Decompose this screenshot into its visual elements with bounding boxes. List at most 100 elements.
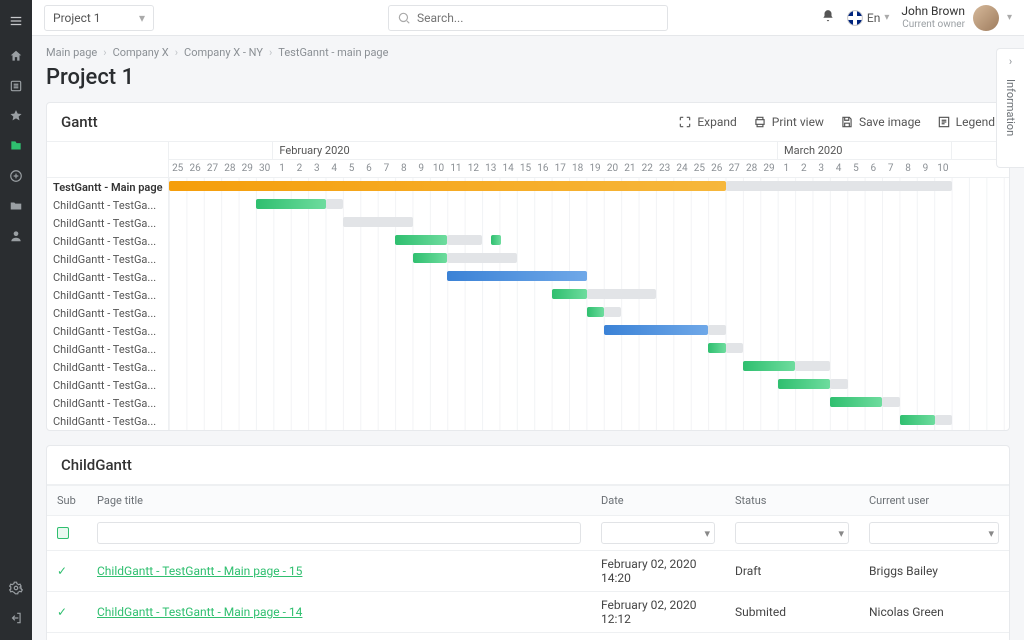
row-title-link[interactable]: ChildGantt - TestGantt - Main page - 15 <box>97 564 302 578</box>
gantt-bar[interactable] <box>447 253 517 263</box>
row-date: February 01, 2020 17:33 <box>591 633 725 640</box>
gantt-row-label[interactable]: ChildGantt - TestGa... <box>47 412 168 430</box>
gantt-row-label[interactable]: ChildGantt - TestGa... <box>47 340 168 358</box>
gantt-day-header: 4 <box>830 160 847 177</box>
gantt-row <box>169 268 1009 286</box>
gantt-row-label[interactable]: ChildGantt - TestGa... <box>47 250 168 268</box>
filter-title-input[interactable] <box>97 522 581 544</box>
gantt-bar[interactable] <box>935 415 952 425</box>
user-menu[interactable]: John Brown Current owner ▾ <box>901 5 1012 31</box>
gantt-timeline[interactable]: February 2020March 2020 2526272829301234… <box>169 142 1009 430</box>
col-status[interactable]: Status <box>725 486 859 515</box>
gantt-day-header: 30 <box>256 160 273 177</box>
gantt-bar[interactable] <box>726 343 743 353</box>
gantt-bar[interactable] <box>726 181 952 191</box>
gantt-bar[interactable] <box>169 181 726 191</box>
gantt-row-label[interactable]: ChildGantt - TestGa... <box>47 286 168 304</box>
nav-user-icon[interactable] <box>0 222 32 250</box>
nav-settings-icon[interactable] <box>0 574 32 602</box>
project-selector[interactable]: Project 1 ▾ <box>44 5 154 31</box>
breadcrumb-item[interactable]: TestGannt - main page <box>278 46 388 59</box>
gantt-bar[interactable] <box>256 199 326 209</box>
gantt-row-label[interactable]: ChildGantt - TestGa... <box>47 376 168 394</box>
gantt-month-header: February 2020 <box>273 142 778 159</box>
gantt-day-header: 5 <box>847 160 864 177</box>
search-input[interactable] <box>417 11 659 25</box>
page-title: Project 1 <box>46 65 1010 90</box>
gantt-row-label[interactable]: ChildGantt - TestGa... <box>47 232 168 250</box>
save-image-button[interactable]: Save image <box>840 115 921 129</box>
gantt-bar[interactable] <box>587 307 604 317</box>
menu-toggle-icon[interactable] <box>0 6 32 36</box>
gantt-bar[interactable] <box>343 217 413 227</box>
gantt-row-label[interactable]: ChildGantt - TestGa... <box>47 268 168 286</box>
gantt-row-label[interactable]: ChildGantt - TestGa... <box>47 214 168 232</box>
filter-user-select[interactable]: ▾ <box>869 522 999 544</box>
gantt-bar[interactable] <box>326 199 343 209</box>
gantt-bar[interactable] <box>708 325 725 335</box>
chevron-right-icon: › <box>1009 55 1012 68</box>
gantt-day-header: 2 <box>291 160 308 177</box>
gantt-bar[interactable] <box>900 415 935 425</box>
gantt-bar[interactable] <box>795 361 830 371</box>
filter-date-select[interactable]: ▾ <box>601 522 715 544</box>
gantt-bar[interactable] <box>882 397 899 407</box>
legend-button[interactable]: Legend <box>937 115 995 129</box>
gantt-row-label[interactable]: ChildGantt - TestGa... <box>47 322 168 340</box>
gantt-bar[interactable] <box>395 235 447 245</box>
gantt-bar[interactable] <box>587 289 657 299</box>
gantt-row <box>169 232 1009 250</box>
gantt-day-header: 10 <box>934 160 951 177</box>
search-box[interactable] <box>388 5 668 31</box>
breadcrumb-item[interactable]: Company X <box>113 46 169 59</box>
nav-project-icon[interactable] <box>0 132 32 160</box>
table-row: ✓ChildGantt - TestGantt - Main page - 14… <box>47 592 1009 633</box>
gantt-row-label[interactable]: TestGantt - Main page <box>47 178 168 196</box>
gantt-day-header: 25 <box>691 160 708 177</box>
gantt-bar[interactable] <box>491 235 501 245</box>
information-sidebar-toggle[interactable]: › Information <box>996 48 1024 168</box>
gantt-day-header: 6 <box>865 160 882 177</box>
gantt-day-header: 19 <box>586 160 603 177</box>
gantt-bar[interactable] <box>413 253 448 263</box>
nav-folder-icon[interactable] <box>0 192 32 220</box>
gantt-bar[interactable] <box>830 379 847 389</box>
gantt-day-header: 28 <box>221 160 238 177</box>
gantt-row-label[interactable]: ChildGantt - TestGa... <box>47 304 168 322</box>
nav-star-icon[interactable] <box>0 102 32 130</box>
breadcrumb-item[interactable]: Company X - NY <box>184 46 263 59</box>
gantt-bar[interactable] <box>447 235 482 245</box>
col-sub[interactable]: Sub <box>47 486 87 515</box>
col-title[interactable]: Page title <box>87 486 591 515</box>
gantt-bar[interactable] <box>604 325 708 335</box>
filter-sub-checkbox[interactable] <box>57 527 69 539</box>
gantt-bar[interactable] <box>743 361 795 371</box>
row-title-link[interactable]: ChildGantt - TestGantt - Main page - 14 <box>97 605 302 619</box>
nav-list-icon[interactable] <box>0 72 32 100</box>
nav-home-icon[interactable] <box>0 42 32 70</box>
expand-button[interactable]: Expand <box>678 115 736 129</box>
language-selector[interactable]: En ▾ <box>847 10 889 26</box>
gantt-day-header: 24 <box>673 160 690 177</box>
table-header: Sub Page title Date Status Current user <box>47 485 1009 516</box>
print-button[interactable]: Print view <box>753 115 824 129</box>
col-date[interactable]: Date <box>591 486 725 515</box>
gantt-day-header: 6 <box>360 160 377 177</box>
notifications-icon[interactable] <box>821 9 835 27</box>
col-user[interactable]: Current user <box>859 486 1009 515</box>
gantt-bar[interactable] <box>778 379 830 389</box>
filter-status-select[interactable]: ▾ <box>735 522 849 544</box>
gantt-bar[interactable] <box>447 271 586 281</box>
nav-add-icon[interactable] <box>0 162 32 190</box>
gantt-row-label[interactable]: ChildGantt - TestGa... <box>47 394 168 412</box>
gantt-bar[interactable] <box>552 289 587 299</box>
gantt-row-label[interactable]: ChildGantt - TestGa... <box>47 196 168 214</box>
gantt-day-header: 8 <box>395 160 412 177</box>
gantt-bar[interactable] <box>830 397 882 407</box>
gantt-day-header: 7 <box>378 160 395 177</box>
nav-logout-icon[interactable] <box>0 604 32 632</box>
breadcrumb-item[interactable]: Main page <box>46 46 97 59</box>
gantt-row-label[interactable]: ChildGantt - TestGa... <box>47 358 168 376</box>
gantt-bar[interactable] <box>604 307 621 317</box>
gantt-bar[interactable] <box>708 343 725 353</box>
